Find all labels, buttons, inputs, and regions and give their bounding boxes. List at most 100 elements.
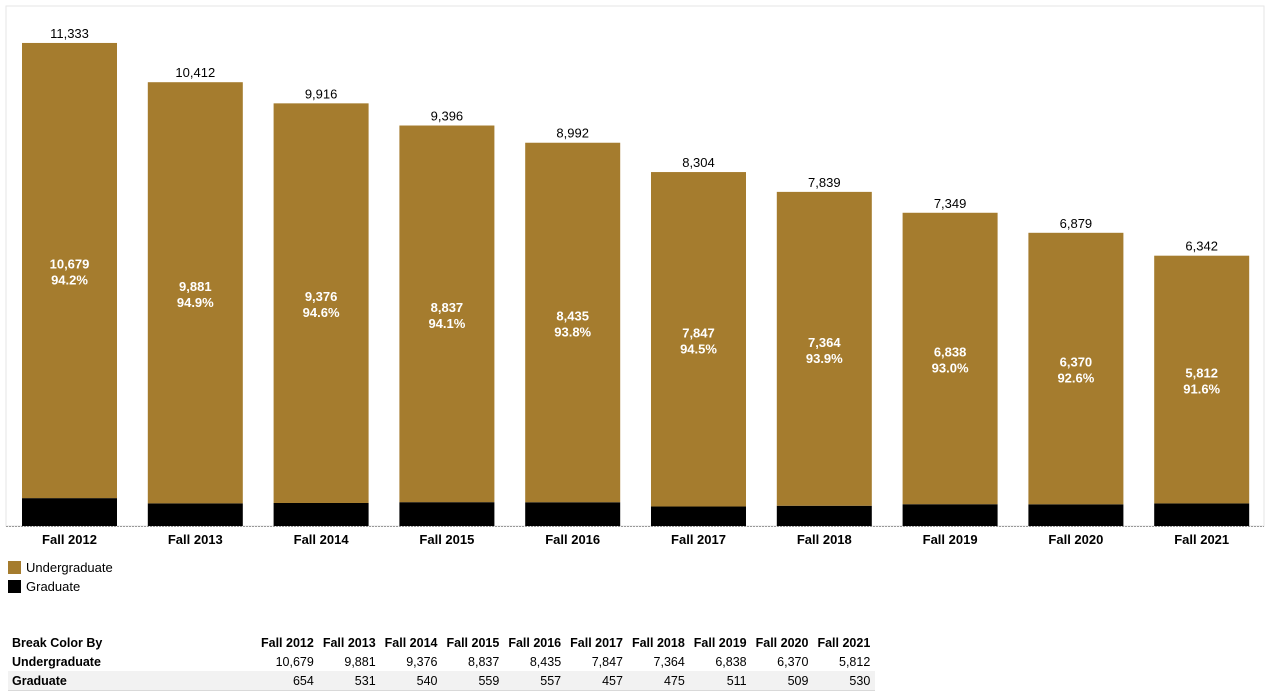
x-tick-label: Fall 2013: [168, 532, 223, 547]
table-row: Undergraduate 10,679 9,881 9,376 8,837 8…: [8, 652, 875, 671]
bar-graduate: [776, 505, 872, 526]
x-tick-label: Fall 2014: [294, 532, 350, 547]
x-tick-label: Fall 2020: [1048, 532, 1103, 547]
table-cell: 9,881: [344, 654, 376, 669]
bar-undergraduate: [147, 82, 243, 504]
data-table: Break Color By Fall 2012 Fall 2013 Fall …: [8, 633, 876, 691]
legend-item-undergraduate[interactable]: Undergraduate: [8, 558, 113, 577]
table-cell: 5,812: [839, 654, 871, 669]
legend-swatch-graduate: [8, 580, 21, 593]
total-label: 9,916: [305, 86, 338, 101]
total-label: 6,879: [1060, 216, 1093, 231]
table-cell: 8,837: [468, 654, 500, 669]
total-label: 11,333: [50, 26, 89, 41]
x-tick-label: Fall 2019: [923, 532, 978, 547]
bar-graduate: [651, 506, 746, 526]
bar-graduate: [22, 498, 117, 526]
undergrad-percent-label: 94.1%: [428, 316, 465, 331]
undergrad-percent-label: 93.8%: [554, 324, 591, 339]
total-label: 8,992: [556, 126, 589, 141]
total-label: 6,342: [1185, 239, 1218, 254]
table-column-header: Fall 2019: [693, 635, 747, 650]
table-cell: 530: [813, 671, 876, 691]
bar-undergraduate: [1028, 232, 1124, 505]
total-label: 10,412: [175, 65, 215, 80]
undergrad-percent-label: 94.6%: [303, 305, 340, 320]
bar-graduate: [1154, 503, 1250, 526]
undergrad-percent-label: 93.9%: [806, 351, 843, 366]
table-cell: 475: [627, 671, 690, 691]
undergrad-value-label: 6,370: [1060, 355, 1093, 370]
x-tick-label: Fall 2016: [545, 532, 600, 547]
bar-graduate: [525, 502, 621, 526]
total-label: 8,304: [682, 155, 715, 170]
table-column-header: Fall 2015: [446, 635, 500, 650]
bar-undergraduate: [902, 212, 998, 505]
legend-item-graduate[interactable]: Graduate: [8, 577, 113, 596]
undergrad-value-label: 5,812: [1185, 366, 1218, 381]
table-column-header: Fall 2021: [817, 635, 871, 650]
bar-graduate: [902, 504, 998, 526]
undergrad-percent-label: 91.6%: [1183, 382, 1220, 397]
total-label: 9,396: [431, 109, 464, 124]
bar-undergraduate: [1154, 255, 1250, 504]
undergrad-percent-label: 92.6%: [1057, 371, 1094, 386]
x-tick-label: Fall 2012: [42, 532, 97, 547]
bar-undergraduate: [525, 142, 621, 503]
undergrad-percent-label: 94.2%: [51, 273, 88, 288]
bar-graduate: [399, 502, 495, 526]
table-header-label: Break Color By: [12, 635, 103, 650]
table-column-header: Fall 2013: [322, 635, 376, 650]
table-cell: 10,679: [275, 654, 314, 669]
legend-label-undergraduate: Undergraduate: [26, 560, 113, 575]
undergrad-value-label: 8,837: [431, 300, 464, 315]
table-cell: 6,370: [777, 654, 809, 669]
x-tick-label: Fall 2018: [797, 532, 852, 547]
table-row: Graduate 654 531 540 559 557 457 475 511…: [8, 671, 876, 691]
undergrad-value-label: 9,881: [179, 279, 212, 294]
bar-graduate: [273, 502, 369, 526]
bar-undergraduate: [22, 42, 117, 499]
undergrad-percent-label: 94.5%: [680, 341, 717, 356]
table-cell: 511: [689, 671, 752, 691]
table-cell: 7,364: [653, 654, 685, 669]
undergrad-value-label: 7,847: [682, 325, 715, 340]
undergrad-percent-label: 94.9%: [177, 295, 214, 310]
x-tick-label: Fall 2015: [419, 532, 474, 547]
total-label: 7,839: [808, 175, 841, 190]
table-column-header: Fall 2018: [631, 635, 685, 650]
table-column-header: Fall 2014: [384, 635, 438, 650]
table-cell: 7,847: [591, 654, 623, 669]
bar-undergraduate: [776, 191, 872, 506]
bar-graduate: [1028, 504, 1124, 526]
undergrad-value-label: 6,838: [934, 344, 967, 359]
table-column-header: Fall 2020: [755, 635, 809, 650]
x-tick-label: Fall 2021: [1174, 532, 1229, 547]
table-cell: 654: [257, 671, 319, 691]
legend-label-graduate: Graduate: [26, 579, 81, 594]
undergrad-value-label: 10,679: [50, 257, 90, 272]
table-cell: 509: [751, 671, 814, 691]
table-cell: 8,435: [529, 654, 562, 669]
undergrad-value-label: 9,376: [305, 289, 338, 304]
table-cell: 559: [442, 671, 505, 691]
table-row-label: Undergraduate: [12, 654, 101, 669]
table-column-header: Fall 2012: [261, 635, 314, 650]
bar-undergraduate: [273, 103, 369, 503]
table-cell: 6,838: [715, 654, 747, 669]
table-cell: 531: [318, 671, 381, 691]
x-tick-label: Fall 2017: [671, 532, 726, 547]
undergrad-value-label: 7,364: [808, 335, 841, 350]
table-column-header: Fall 2017: [570, 635, 623, 650]
bar-undergraduate: [651, 172, 746, 507]
bar-undergraduate: [399, 125, 495, 503]
undergrad-value-label: 8,435: [556, 308, 589, 323]
table-row-label: Graduate: [8, 671, 257, 691]
table-cell: 557: [504, 671, 567, 691]
bar-graduate: [147, 503, 243, 526]
table-header-row: Break Color By Fall 2012 Fall 2013 Fall …: [8, 633, 875, 652]
legend: Undergraduate Graduate: [8, 558, 113, 596]
table-column-header: Fall 2016: [508, 635, 562, 650]
undergrad-percent-label: 93.0%: [932, 360, 969, 375]
